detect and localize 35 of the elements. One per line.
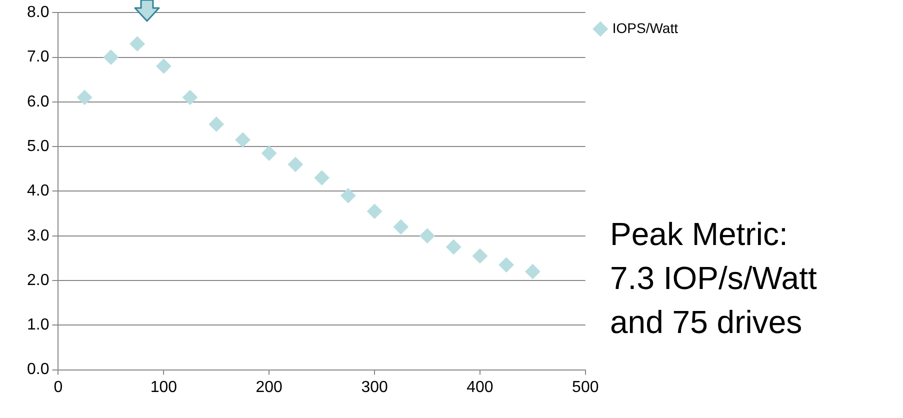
y-tick-label: 7.0: [26, 48, 50, 66]
y-tick-label: 2.0: [26, 272, 50, 289]
x-tick-label: 400: [466, 378, 494, 396]
y-tick-label: 1.0: [26, 316, 50, 334]
point: [182, 90, 198, 105]
point: [156, 58, 172, 74]
point: [103, 50, 118, 65]
x-tick-label: 200: [256, 378, 283, 396]
x-tick-label: 300: [361, 378, 388, 396]
x-tick-label: 500: [572, 378, 599, 396]
point: [446, 240, 462, 255]
point: [525, 264, 540, 280]
legend-label: IOPS/Watt: [612, 20, 678, 36]
point: [262, 146, 277, 161]
point: [340, 188, 356, 204]
text: Peak Metric: 7.3 IOP/s/Watt and 75 drives: [610, 215, 817, 342]
point: [393, 219, 408, 234]
x-tick-label: 0: [54, 378, 63, 396]
point: [472, 248, 488, 264]
point: [367, 204, 382, 219]
point: [235, 132, 250, 148]
point: [288, 156, 303, 172]
y-tick-label: 0.0: [26, 361, 50, 378]
y-tick-label: 3.0: [26, 227, 50, 244]
point: [130, 36, 145, 52]
point: [208, 116, 224, 132]
y-tick-label: 6.0: [26, 93, 50, 110]
y-tick-label: 4.0: [26, 182, 50, 200]
point: [77, 90, 92, 105]
y-tick-label: 8.0: [26, 4, 50, 22]
point: [498, 257, 514, 272]
point: [314, 170, 330, 186]
point: [420, 228, 435, 244]
y-tick-label: 5.0: [26, 138, 50, 155]
x-tick-label: 100: [150, 378, 178, 396]
